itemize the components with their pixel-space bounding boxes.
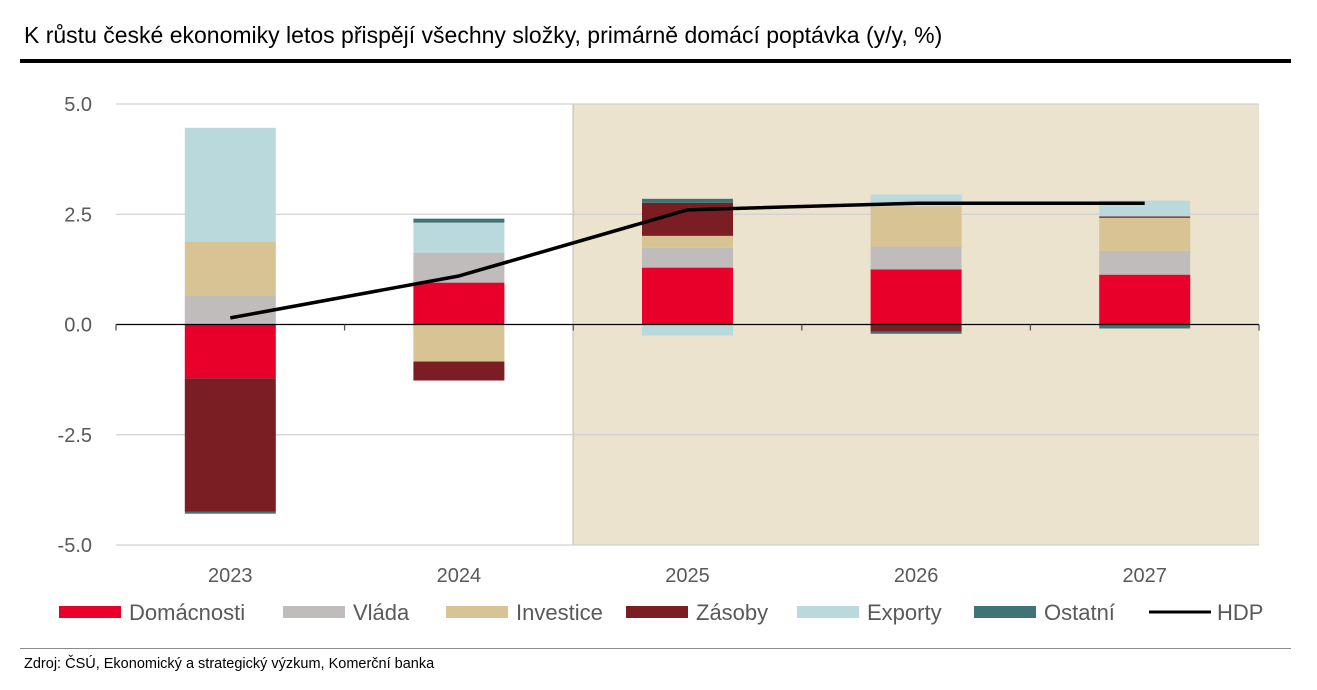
- legend-swatch: [283, 606, 345, 618]
- bar-stack-2024: [413, 218, 505, 381]
- bar-segment-exporty: [413, 222, 505, 253]
- legend-item-exporty: Exporty: [797, 600, 942, 625]
- y-tick-label: 5.0: [64, 94, 92, 116]
- legend: Domácnosti Vláda Investice Zásoby Exporty Ost…: [59, 600, 1263, 625]
- bar-segment-ostatní: [1099, 324, 1191, 329]
- bar-segment-investice: [413, 324, 505, 362]
- bar-segment-vláda: [642, 247, 733, 268]
- bar-segment-exporty: [870, 194, 962, 207]
- legend-item-investice: Investice: [446, 600, 603, 625]
- y-tick-label: -2.5: [58, 425, 92, 447]
- legend-label: Vláda: [353, 600, 410, 625]
- bar-segment-domácnosti: [870, 269, 962, 325]
- bar-segment-investice: [1099, 217, 1191, 251]
- x-tick-label: 2023: [208, 565, 253, 587]
- bar-segment-ostatní: [870, 331, 962, 334]
- x-tick-label: 2026: [894, 565, 939, 587]
- legend-item-domácnosti: Domácnosti: [59, 600, 245, 625]
- legend-label: Zásoby: [696, 600, 768, 625]
- bar-segment-investice: [184, 241, 276, 296]
- source-rule: [20, 648, 1291, 649]
- bars: [184, 127, 1191, 514]
- chart-title: K růstu české ekonomiky letos přispějí v…: [24, 22, 943, 48]
- source-note: Zdroj: ČSÚ, Ekonomický a strategický výz…: [24, 656, 435, 672]
- bar-segment-investice: [870, 206, 962, 247]
- bar-segment-zásoby: [184, 378, 276, 512]
- bar-segment-investice: [642, 235, 733, 248]
- y-tick-label: 0.0: [64, 315, 92, 337]
- bar-stack-2026: [870, 194, 962, 334]
- y-tick-label: -5.0: [58, 535, 92, 557]
- legend-label: Ostatní: [1044, 600, 1115, 625]
- bar-segment-domácnosti: [184, 324, 276, 379]
- legend-label: HDP: [1217, 600, 1263, 625]
- bar-segment-domácnosti: [1099, 274, 1191, 325]
- bar-segment-zásoby: [413, 361, 505, 381]
- bar-segment-vláda: [184, 295, 276, 325]
- bar-segment-zásoby: [1099, 216, 1191, 218]
- y-axis: 5.0 2.5 0.0 -2.5 -5.0: [58, 94, 92, 557]
- x-tick-label: 2025: [665, 565, 710, 587]
- hdp-series: [229, 201, 1145, 320]
- bar-segment-domácnosti: [413, 282, 505, 325]
- hdp-line: [229, 201, 1145, 320]
- title-rule: [20, 59, 1291, 63]
- bar-segment-ostatní: [413, 218, 505, 223]
- legend-label: Exporty: [867, 600, 942, 625]
- bar-segment-exporty: [184, 127, 276, 242]
- bar-stack-2023: [184, 127, 276, 514]
- bar-segment-domácnosti: [642, 267, 733, 325]
- legend-swatch: [797, 606, 859, 618]
- legend-label: Domácnosti: [129, 600, 245, 625]
- legend-swatch: [59, 606, 121, 618]
- legend-item-zásoby: Zásoby: [626, 600, 768, 625]
- x-tick-label: 2027: [1122, 565, 1167, 587]
- bar-segment-exporty: [642, 324, 733, 336]
- legend-label: Investice: [516, 600, 603, 625]
- bar-segment-vláda: [870, 246, 962, 270]
- legend-item-vláda: Vláda: [283, 600, 410, 625]
- legend-swatch: [626, 606, 688, 618]
- bar-segment-ostatní: [642, 198, 733, 203]
- x-tick-label: 2024: [437, 565, 482, 587]
- legend-swatch: [974, 606, 1036, 618]
- x-tick-labels: 2023 2024 2025 2026 2027: [208, 565, 1167, 587]
- y-tick-label: 2.5: [64, 204, 92, 226]
- bar-segment-vláda: [1099, 250, 1191, 275]
- legend-item-ostatní: Ostatní: [974, 600, 1115, 625]
- bar-stack-2027: [1099, 200, 1191, 329]
- bar-segment-ostatní: [184, 511, 276, 514]
- bar-segment-zásoby: [870, 324, 962, 332]
- legend-swatch: [446, 606, 508, 618]
- x-axis: [115, 323, 1260, 331]
- legend-item-hdp: HDP: [1149, 600, 1263, 625]
